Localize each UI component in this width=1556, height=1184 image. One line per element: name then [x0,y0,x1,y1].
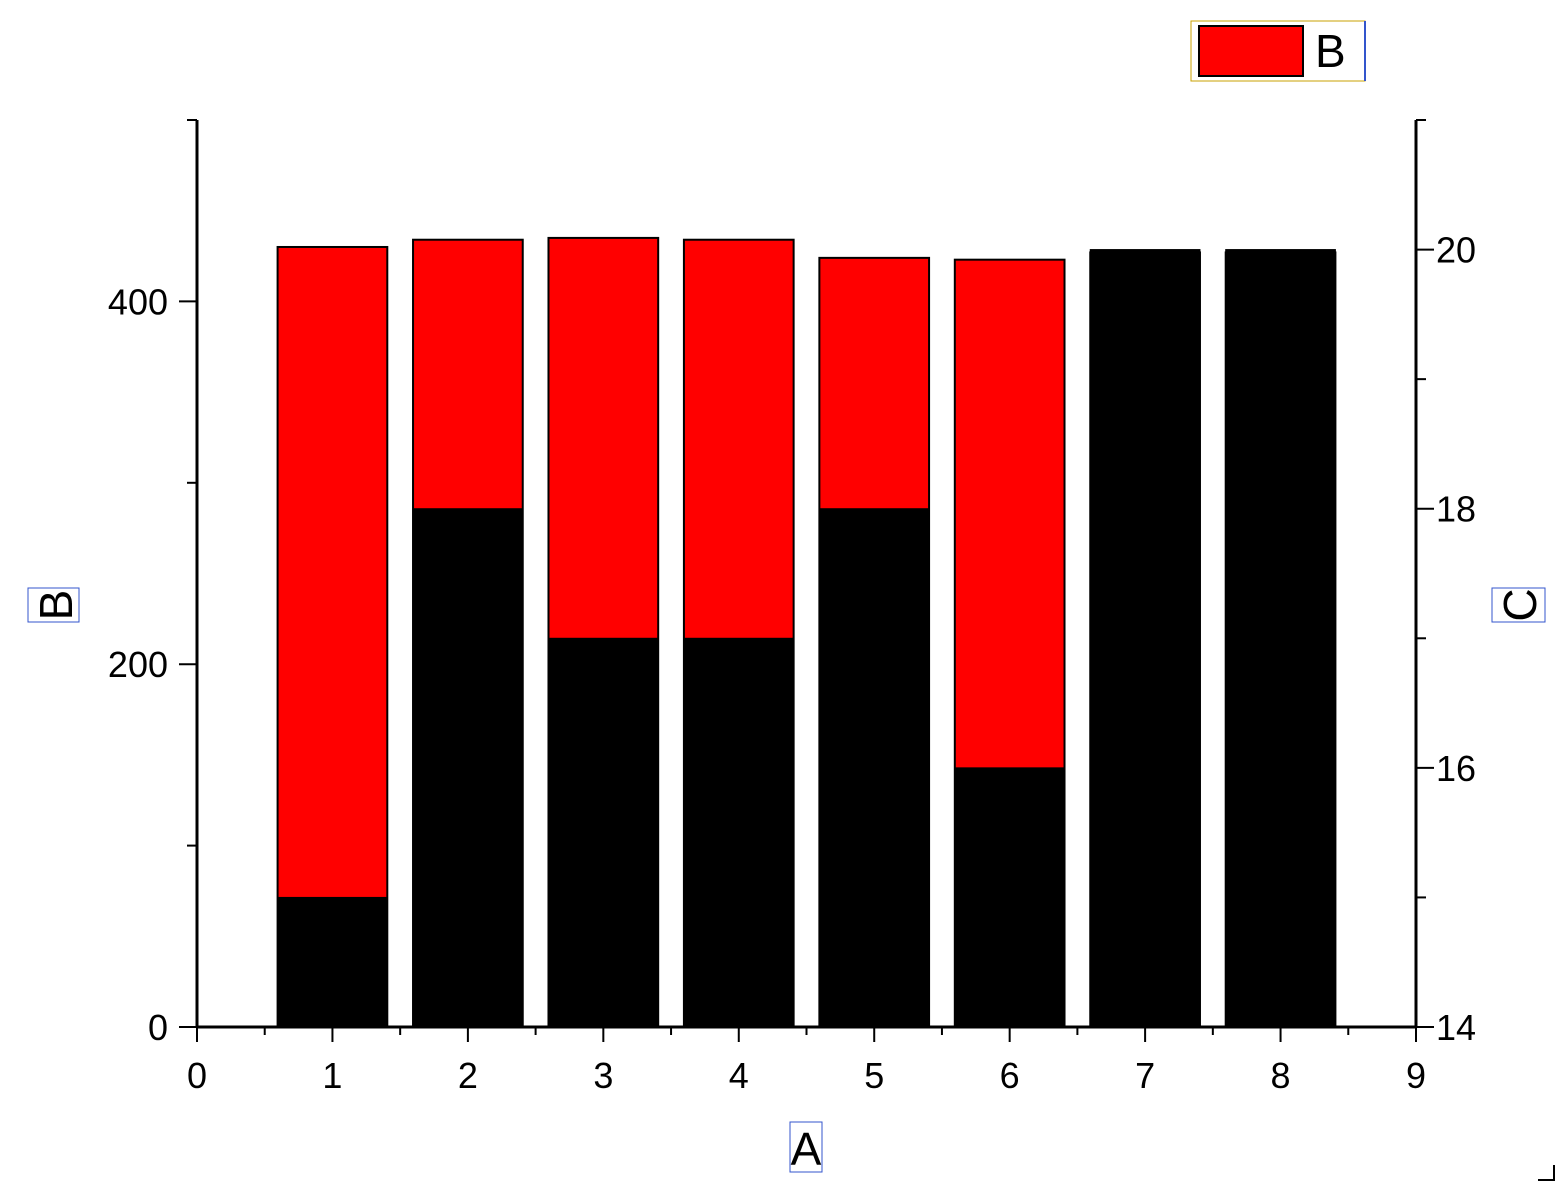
y-left-tick-label: 200 [108,644,168,685]
y-right-tick-label: 16 [1436,748,1476,789]
y-right-tick-label: 14 [1436,1007,1476,1048]
bar-c-8 [1225,249,1336,1028]
bar-c-7 [1089,249,1201,1028]
bar-c-2 [412,508,524,1028]
corner-mark [1538,1165,1555,1181]
y-left-tick-label: 0 [148,1007,168,1048]
y-axis-right-title-box [1491,587,1546,623]
x-tick-label: 9 [1406,1055,1426,1096]
y-left-tick-label: 400 [108,281,168,322]
legend-label-b: B [1315,25,1346,77]
x-tick-label: 8 [1271,1055,1291,1096]
bar-c-6 [954,767,1066,1028]
x-tick-label: 4 [729,1055,749,1096]
y-axis-left-title-box [27,587,80,623]
x-tick-label: 2 [458,1055,478,1096]
x-tick-label: 6 [1000,1055,1020,1096]
x-axis-title: A [791,1123,822,1175]
y-right-tick-label: 18 [1436,489,1476,530]
x-tick-label: 3 [593,1055,613,1096]
bar-c-3 [547,637,659,1028]
x-tick-label: 0 [187,1055,207,1096]
legend-swatch-b [1198,25,1304,77]
y-axis-left-title: B [30,590,82,621]
ticks: 0 1 2 3 4 5 6 7 8 9 0 200 400 14 16 18 20 [108,119,1476,1096]
x-axis-title-box [789,1121,823,1173]
x-tick-label: 1 [322,1055,342,1096]
bar-c-1 [277,896,388,1028]
y-axis-right-title: C [1494,588,1546,621]
y-right-tick-label: 20 [1436,230,1476,271]
bar-c-4 [683,637,795,1028]
legend: B [1190,20,1366,82]
bar-c-5 [818,508,930,1028]
series-c-bars [277,249,1336,1028]
x-tick-label: 7 [1135,1055,1155,1096]
x-tick-label: 5 [864,1055,884,1096]
